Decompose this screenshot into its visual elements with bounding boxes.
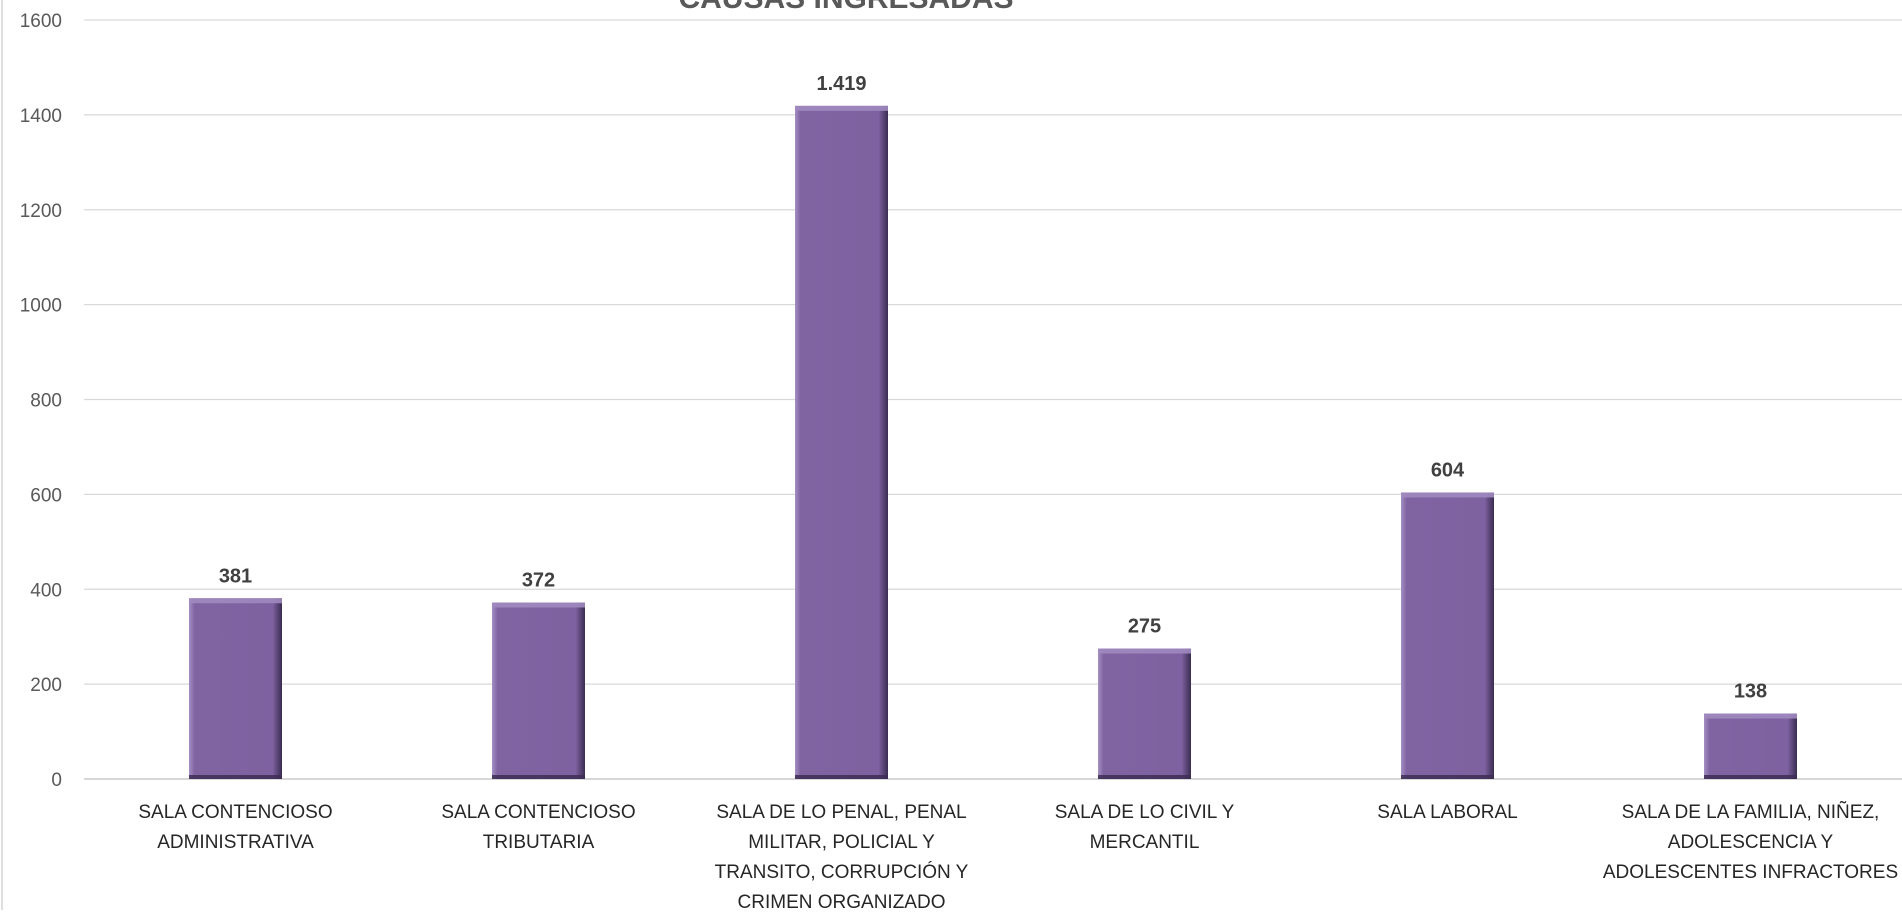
bar xyxy=(1401,492,1494,779)
bar-top-bevel xyxy=(1098,648,1191,654)
bar xyxy=(1098,648,1191,779)
bar-group xyxy=(1401,492,1494,779)
bar-group xyxy=(795,105,888,779)
bar-bottom-bevel xyxy=(492,775,585,779)
bar-group xyxy=(492,602,585,779)
category-label: ADOLESCENTES INFRACTORES xyxy=(1603,862,1898,883)
bar-top-bevel xyxy=(1704,713,1797,719)
y-tick-label: 1400 xyxy=(20,106,62,127)
y-tick-label: 800 xyxy=(30,391,62,412)
bars xyxy=(189,105,1797,779)
category-labels: SALA CONTENCIOSO ADMINISTRATIVA SALA CONTE… xyxy=(138,801,1898,913)
category-label: SALA DE LO CIVIL Y xyxy=(1055,802,1235,823)
data-label: 138 xyxy=(1734,681,1767,703)
data-label: 275 xyxy=(1128,616,1161,638)
y-tick-label: 0 xyxy=(51,770,62,791)
category-label: TRIBUTARIA xyxy=(483,832,595,853)
bar-top-bevel xyxy=(1401,492,1494,498)
chart-title: CAUSAS INGRESADAS xyxy=(678,0,1013,15)
bar-bottom-bevel xyxy=(189,775,282,779)
y-tick-label: 1200 xyxy=(20,201,62,222)
category-label: SALA DE LA FAMILIA, NIÑEZ, xyxy=(1622,801,1880,823)
category-label: SALA LABORAL xyxy=(1377,802,1517,823)
category-label: SALA CONTENCIOSO xyxy=(138,802,332,823)
category-label: SALA DE LO PENAL, PENAL xyxy=(716,802,966,823)
y-axis-tick-labels: 0 200 400 600 800 1000 1200 1400 1600 xyxy=(20,11,62,791)
bar-bottom-bevel xyxy=(1098,775,1191,779)
data-label: 1.419 xyxy=(816,73,866,95)
category-label: SALA CONTENCIOSO xyxy=(441,802,635,823)
bar-bottom-bevel xyxy=(795,775,888,779)
category-label: MERCANTIL xyxy=(1090,832,1200,853)
bar-group xyxy=(1098,648,1191,779)
y-tick-label: 600 xyxy=(30,485,62,506)
data-label: 372 xyxy=(522,570,555,592)
bar-top-bevel xyxy=(189,598,282,604)
bar-group xyxy=(1704,713,1797,779)
category-label: CRIMEN ORGANIZADO xyxy=(738,892,946,910)
bar-bottom-bevel xyxy=(1401,775,1494,779)
data-label: 604 xyxy=(1431,459,1465,481)
category-label: ADOLESCENCIA Y xyxy=(1668,832,1834,853)
bar-top-bevel xyxy=(795,105,888,111)
bar xyxy=(492,602,585,779)
bar xyxy=(1704,713,1797,779)
data-label: 381 xyxy=(219,565,252,587)
data-labels: 381 372 1.419 275 604 138 xyxy=(219,73,1767,703)
y-tick-label: 200 xyxy=(30,675,62,696)
category-label: TRANSITO, CORRUPCIÓN Y xyxy=(715,861,969,883)
bar-bottom-bevel xyxy=(1704,775,1797,779)
y-tick-label: 400 xyxy=(30,580,62,601)
category-label: ADMINISTRATIVA xyxy=(157,832,314,853)
y-tick-label: 1600 xyxy=(20,11,62,32)
bar-top-bevel xyxy=(492,602,585,608)
category-label: MILITAR, POLICIAL Y xyxy=(748,832,935,853)
bar xyxy=(795,105,888,779)
y-tick-label: 1000 xyxy=(20,296,62,317)
bar-group xyxy=(189,598,282,779)
bar xyxy=(189,598,282,779)
